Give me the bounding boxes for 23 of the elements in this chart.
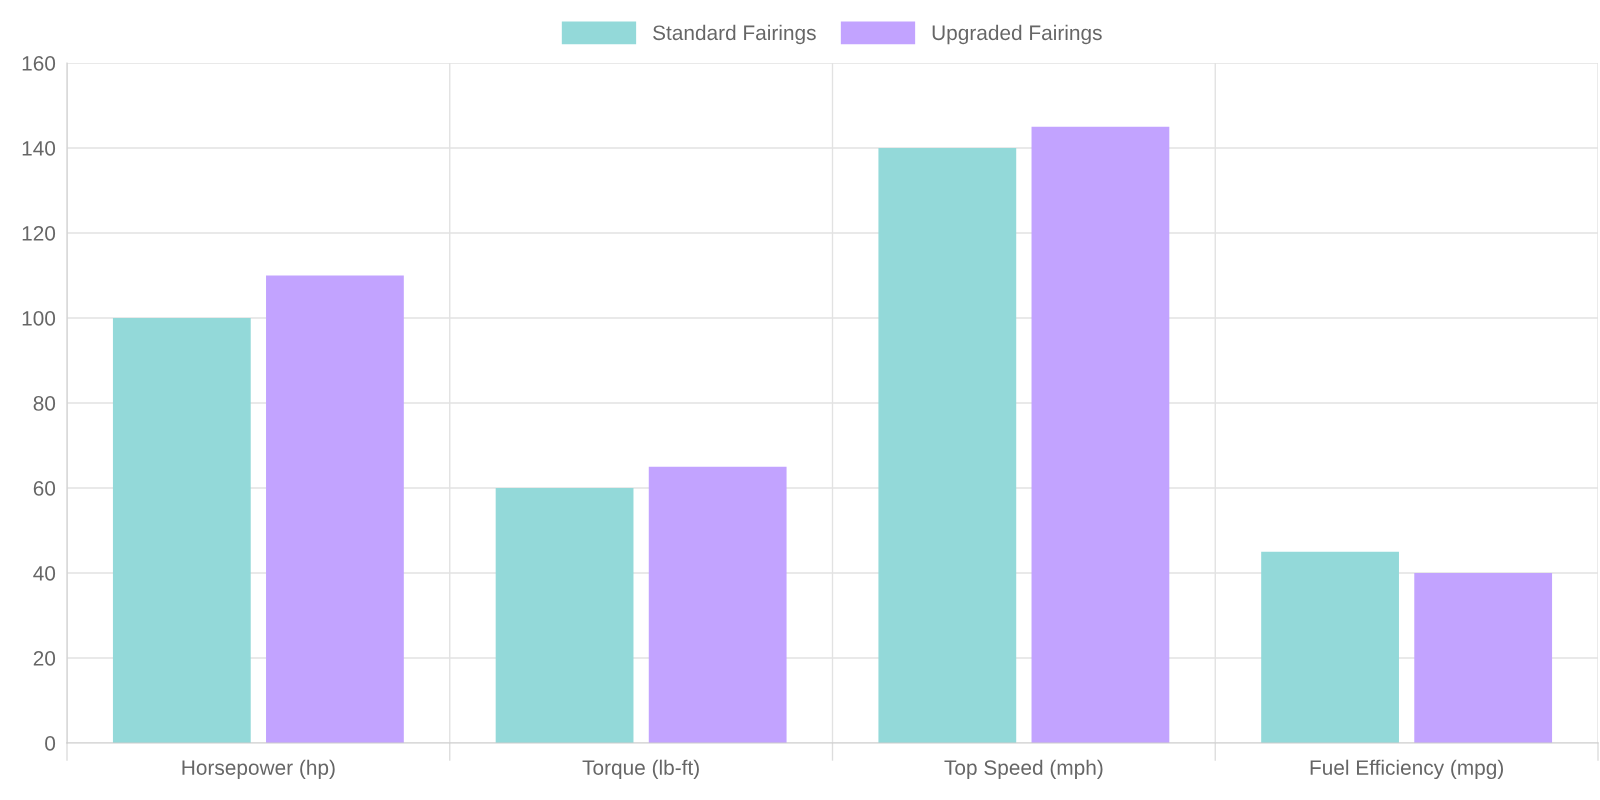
y-tick-label: 140 — [22, 141, 56, 156]
x-tick-label: Torque (lb-ft) — [582, 759, 699, 780]
y-tick-label: 0 — [45, 736, 56, 751]
y-tick-label: 100 — [22, 311, 56, 326]
x-tick-label: Top Speed (mph) — [944, 759, 1103, 780]
bar — [878, 148, 1017, 743]
y-tick-label: 160 — [22, 56, 56, 71]
bar — [648, 466, 787, 743]
bar — [1261, 551, 1399, 743]
x-tick-label: Fuel Efficiency (mpg) — [1310, 759, 1503, 780]
y-tick-label: 80 — [33, 396, 56, 411]
bar — [112, 318, 251, 743]
bar — [1031, 126, 1170, 743]
legend-label: Standard Fairings — [653, 24, 816, 45]
bar — [1414, 573, 1553, 743]
y-tick-label: 120 — [22, 226, 56, 241]
y-tick-label: 20 — [33, 651, 56, 666]
bar — [266, 275, 404, 743]
y-tick-label: 40 — [33, 566, 56, 581]
legend-label: Upgraded Fairings — [932, 24, 1102, 45]
x-tick-label: Horsepower (hp) — [182, 759, 335, 780]
y-tick-label: 60 — [33, 481, 56, 496]
bar — [495, 488, 634, 743]
